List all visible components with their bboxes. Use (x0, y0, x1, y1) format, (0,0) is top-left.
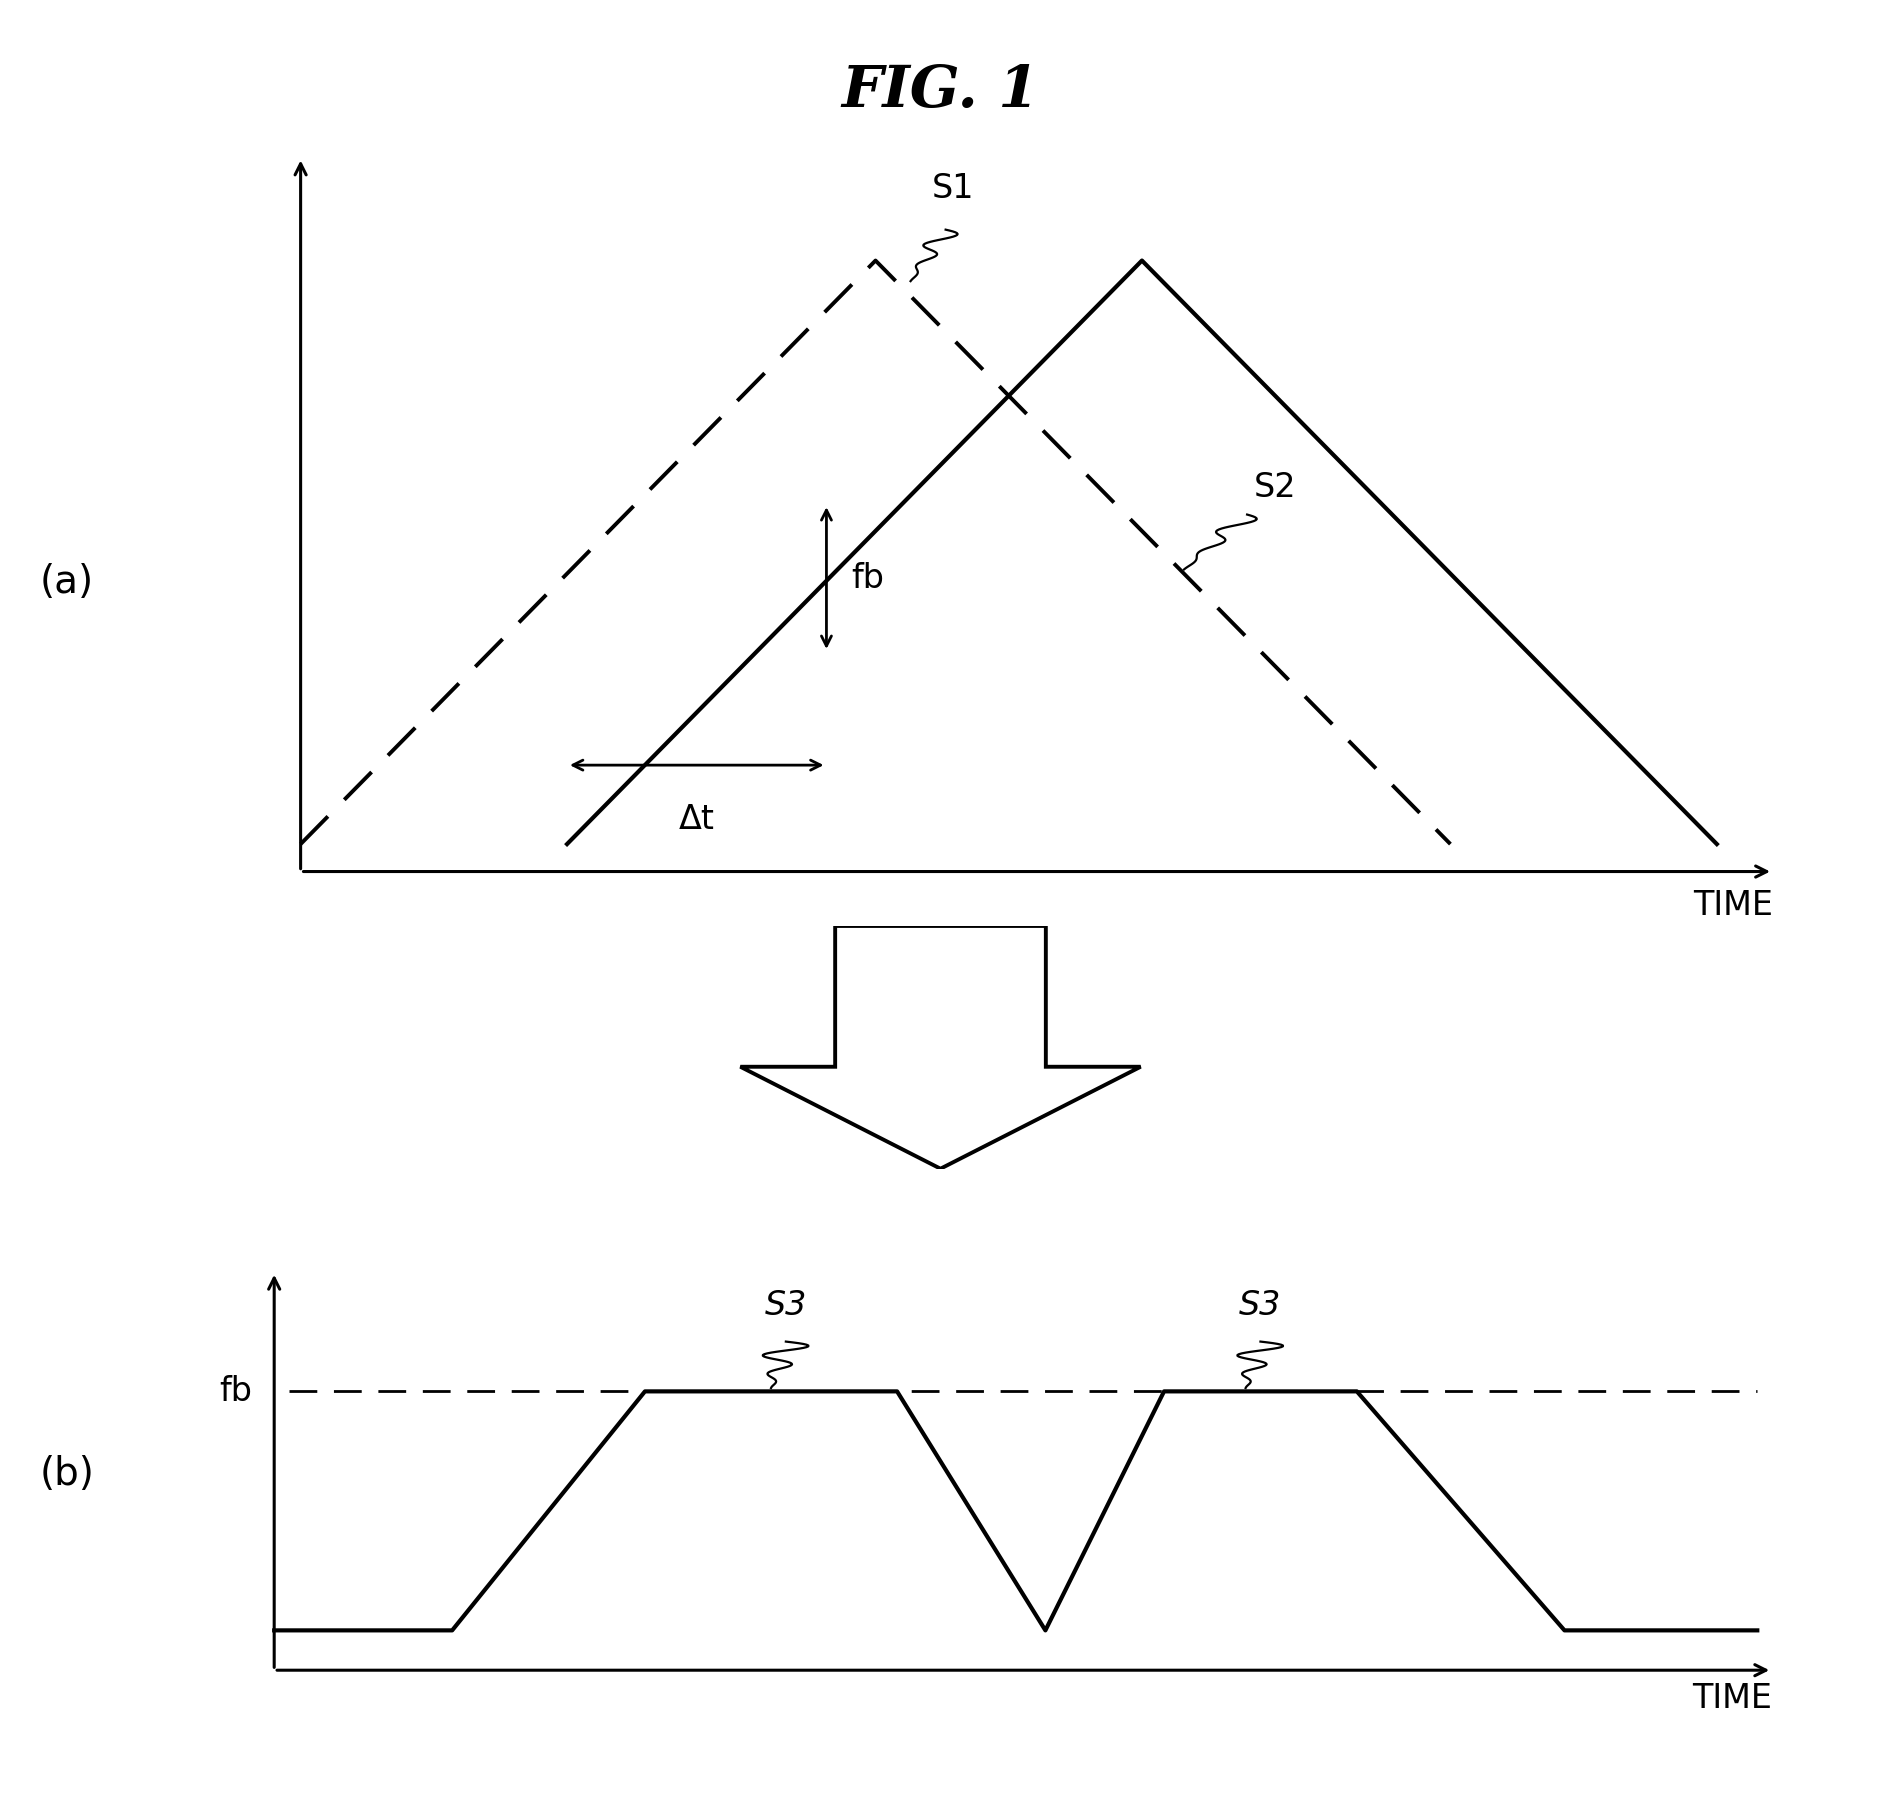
Text: S3: S3 (765, 1289, 807, 1322)
Text: S1: S1 (931, 173, 974, 205)
Text: (b): (b) (39, 1455, 94, 1494)
Text: (a): (a) (39, 563, 94, 601)
Text: fb: fb (852, 561, 884, 595)
Text: S3: S3 (1239, 1289, 1280, 1322)
Text: TIME: TIME (1692, 1681, 1771, 1715)
Text: fb: fb (218, 1375, 252, 1408)
Polygon shape (741, 926, 1139, 1169)
Text: FIG. 1: FIG. 1 (840, 63, 1040, 119)
Text: TIME: TIME (1692, 888, 1773, 922)
Text: Δt: Δt (679, 804, 714, 836)
Text: S2: S2 (1254, 471, 1295, 503)
